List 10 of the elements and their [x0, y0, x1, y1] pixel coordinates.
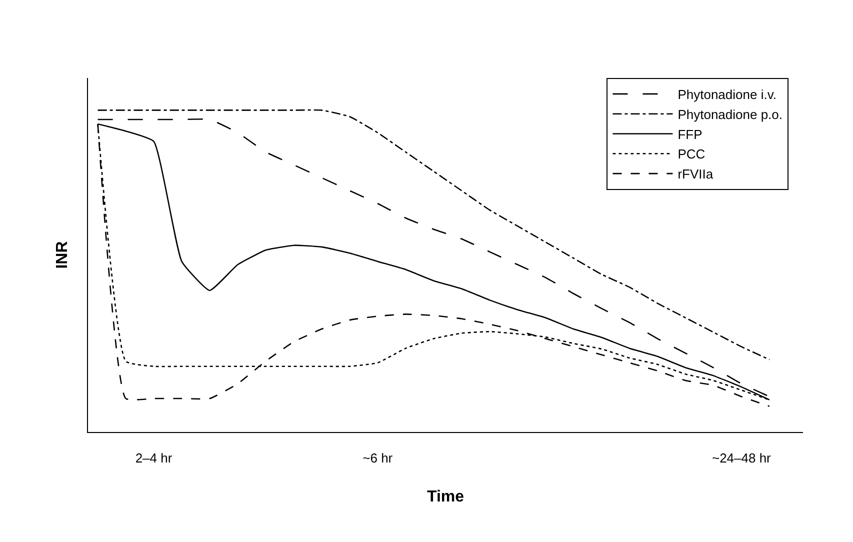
legend-label: rFVIIa — [678, 166, 714, 182]
y-axis-title: INR — [54, 240, 71, 269]
x-tick-label: 2–4 hr — [135, 450, 173, 466]
legend-label: PCC — [678, 146, 706, 162]
legend-label: Phytonadione p.o. — [678, 106, 783, 122]
x-axis-title: Time — [426, 488, 464, 506]
legend-label: Phytonadione i.v. — [678, 87, 776, 102]
x-tick-label: ~6 hr — [362, 450, 394, 466]
legend-label: FFP — [678, 126, 702, 142]
x-tick-label: ~24–48 hr — [712, 450, 772, 466]
